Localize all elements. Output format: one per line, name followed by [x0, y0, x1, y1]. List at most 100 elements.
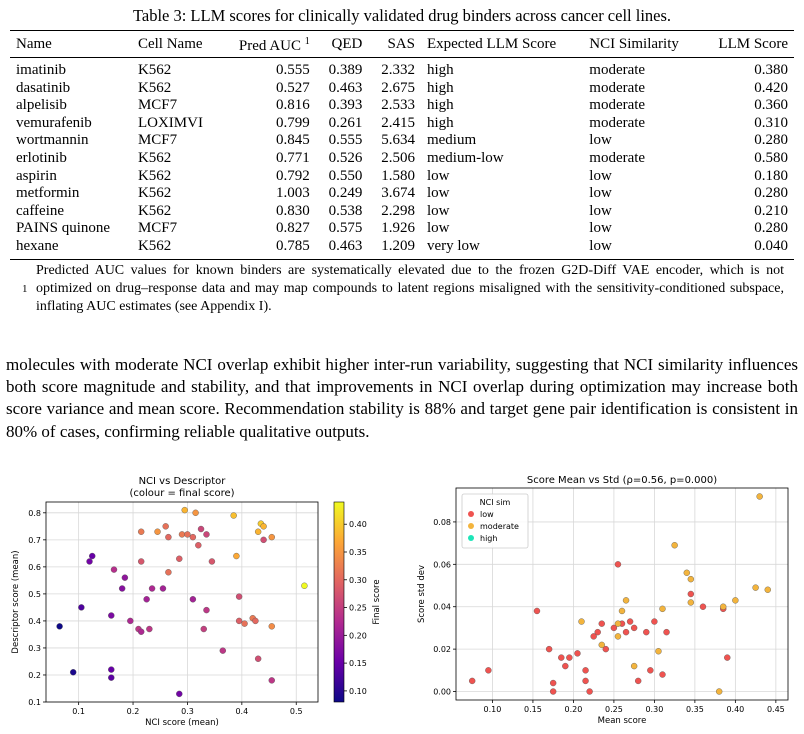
chart1-xtick-label: 0.5: [290, 707, 303, 716]
cell-nci: moderate: [589, 149, 646, 166]
chart2-point-moderate: [655, 648, 662, 655]
col-header-sas: SAS: [387, 36, 415, 52]
chart1-ylabel: Descriptor score (mean): [11, 550, 21, 653]
chart1-ytick-label: 0.3: [28, 644, 41, 653]
cell-auc: 0.785: [276, 237, 310, 254]
col-header-name: Name: [16, 36, 52, 52]
chart2-point-low: [610, 624, 618, 632]
cell-name: erlotinib: [16, 149, 67, 166]
chart1-ytick-label: 0.8: [28, 509, 41, 518]
chart2-point-low: [724, 654, 731, 661]
cell-name: caffeine: [16, 202, 65, 219]
chart1-colorbar-label: Final score: [372, 579, 382, 624]
cell-expected: low: [426, 185, 450, 202]
chart2-point-low: [562, 662, 569, 670]
cell-nci: moderate: [589, 79, 646, 96]
cell-line: K562: [137, 62, 172, 78]
chart1-point: [159, 585, 167, 592]
chart2-legend-marker: [468, 535, 474, 541]
table-header-row: Name Cell Name Pred AUC 1 QED SAS Expect…: [10, 30, 794, 58]
chart1-point: [268, 623, 275, 630]
chart1-point: [189, 596, 197, 603]
footnote-mark: 1: [22, 283, 28, 295]
chart2-xtick-label: 0.40: [726, 705, 744, 714]
chart2-point-low: [582, 667, 589, 674]
table-row: metformin K562 1.003 0.249 3.674 low low 0.280: [10, 185, 794, 203]
cell-expected: high: [426, 62, 454, 78]
col-header-qed: QED: [331, 36, 363, 52]
chart1-point: [203, 531, 210, 538]
chart2-point-low: [533, 607, 541, 615]
chart1-ytick-label: 0.2: [28, 671, 41, 680]
chart2-point-moderate: [630, 662, 638, 670]
chart2-xtick-label: 0.35: [686, 705, 704, 714]
chart2-ytick-label: 0.06: [433, 560, 451, 569]
cell-qed: 0.389: [328, 62, 363, 78]
chart1-point: [241, 620, 248, 627]
results-table: Name Cell Name Pred AUC 1 QED SAS Expect…: [10, 30, 794, 260]
table-caption: Table 3: LLM scores for clinically valid…: [132, 6, 672, 25]
chart2-xtick-label: 0.30: [645, 705, 663, 714]
chart2-point-low: [643, 628, 650, 636]
nci-vs-descriptor-chart: NCI vs Descriptor(colour = final score) 0…: [11, 476, 382, 728]
chart1-point: [148, 585, 156, 592]
chart1-point: [118, 585, 126, 592]
cell-expected: high: [426, 114, 454, 131]
cell-qed: 0.249: [328, 185, 363, 202]
cell-qed: 0.555: [328, 132, 363, 149]
chart1-point: [192, 509, 199, 517]
chart2-point-low: [590, 633, 597, 640]
chart2-point-low: [549, 679, 557, 687]
footnote-ref[interactable]: 1: [304, 36, 310, 47]
chart1-xtick-label: 0.2: [127, 707, 140, 716]
chart1-point: [184, 531, 191, 538]
chart1-point: [121, 574, 129, 581]
cell-qed: 0.575: [328, 220, 363, 237]
cell-name: imatinib: [16, 62, 66, 78]
chart2-ytick-label: 0.02: [433, 645, 451, 654]
chart1-ctick-label: 0.35: [349, 548, 367, 557]
chart1-point: [176, 555, 183, 562]
col-header-cell: Cell Name: [137, 36, 203, 52]
chart2-legend-label: moderate: [480, 522, 519, 531]
chart2-point-low: [586, 688, 593, 695]
table-row: caffeine K562 0.830 0.538 2.298 low low 0.210: [10, 203, 794, 221]
chart1-point: [86, 558, 93, 565]
chart1-point: [127, 617, 134, 625]
chart1-point: [254, 655, 262, 662]
chart1-point: [219, 647, 227, 654]
cell-line: K562: [137, 237, 172, 254]
chart2-point-low: [594, 628, 601, 636]
cell-expected: very low: [426, 237, 480, 254]
cell-expected: high: [426, 79, 454, 96]
chart1-point: [252, 617, 259, 625]
chart2-point-moderate: [764, 586, 771, 593]
chart1-point: [108, 674, 115, 681]
chart1-point: [260, 523, 267, 530]
chart2-ytick-label: 0.00: [433, 688, 451, 697]
chart1-xtick-label: 0.3: [181, 707, 194, 716]
chart1-point: [89, 552, 96, 560]
cell-llm: 0.580: [754, 149, 788, 166]
chart1-point: [268, 677, 275, 684]
chart2-point-low: [582, 677, 589, 685]
cell-nci: low: [589, 132, 612, 149]
chart1-point: [176, 690, 183, 698]
chart1-point: [301, 582, 308, 589]
chart1-point: [233, 552, 240, 560]
chart2-point-moderate: [715, 688, 723, 695]
chart2-point-moderate: [618, 607, 626, 615]
chart1-ytick-label: 0.6: [28, 563, 41, 572]
cell-expected: high: [426, 97, 454, 114]
cell-llm: 0.420: [754, 79, 788, 96]
table-row: hexane K562 0.785 0.463 1.209 very low low 0.04…: [10, 238, 794, 259]
chart2-point-moderate: [756, 493, 763, 500]
chart1-point: [268, 533, 275, 541]
chart1-point: [197, 525, 205, 533]
chart2-xtick-label: 0.45: [767, 705, 785, 714]
chart2-point-low: [663, 628, 670, 636]
chart1-ctick-label: 0.40: [349, 520, 367, 529]
cell-name: metformin: [16, 185, 80, 202]
cell-sas: 1.209: [381, 237, 415, 254]
chart2-xlabel: Mean score: [598, 716, 647, 726]
